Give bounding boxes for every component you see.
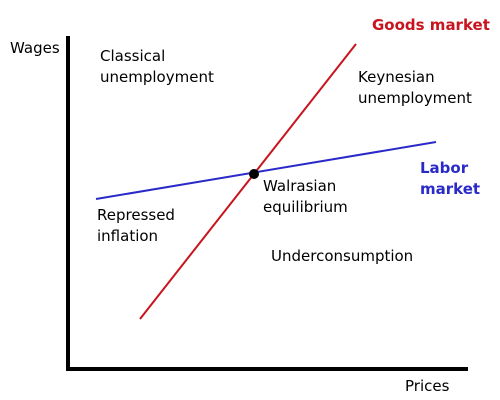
goods-market-line bbox=[139, 43, 357, 320]
classical-unemployment-label: Classical unemployment bbox=[100, 47, 214, 86]
x-axis-label: Prices bbox=[405, 377, 450, 395]
y-axis-label: Wages bbox=[10, 39, 60, 57]
keynesian-unemployment-label: Keynesian unemployment bbox=[358, 68, 472, 107]
walrasian-equilibrium-point bbox=[249, 169, 259, 179]
labor-market-label: Labor market bbox=[420, 159, 481, 198]
underconsumption-label: Underconsumption bbox=[271, 247, 414, 265]
repressed-inflation-label: Repressed inflation bbox=[97, 206, 175, 245]
walrasian-equilibrium-label: Walrasian equilibrium bbox=[263, 177, 348, 216]
labor-market-line bbox=[95, 141, 437, 200]
goods-market-label: Goods market bbox=[372, 16, 490, 34]
